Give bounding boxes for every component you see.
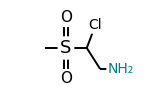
Text: S: S xyxy=(60,39,72,57)
Text: O: O xyxy=(60,71,72,86)
Text: O: O xyxy=(60,10,72,25)
Text: NH₂: NH₂ xyxy=(108,62,134,76)
Text: Cl: Cl xyxy=(88,18,102,32)
